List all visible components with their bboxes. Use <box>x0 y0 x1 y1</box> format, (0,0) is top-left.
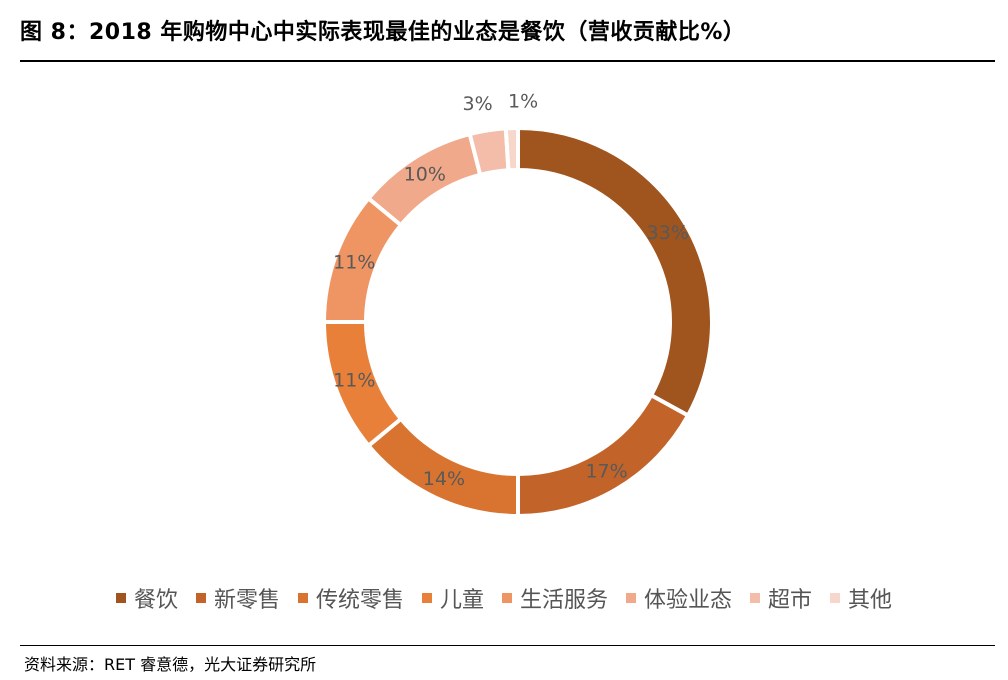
legend-label: 传统零售 <box>315 588 404 613</box>
legend-swatch <box>502 593 512 603</box>
donut-slice <box>516 392 691 519</box>
legend-label: 新零售 <box>213 588 280 613</box>
slice-label: 11% <box>333 369 375 391</box>
legend-swatch <box>830 593 841 603</box>
legend-item: 传统零售 <box>297 582 404 614</box>
legend-item: 新零售 <box>195 582 280 614</box>
legend-label: 体验业态 <box>644 588 733 613</box>
legend-swatch <box>421 593 432 603</box>
legend-item: 超市 <box>750 582 812 614</box>
slice-label: 33% <box>647 222 689 244</box>
legend-swatch <box>297 593 308 603</box>
slice-label: 3% <box>463 93 493 115</box>
legend-swatch <box>626 593 637 603</box>
legend-label: 超市 <box>768 588 813 613</box>
figure-title: 图 8：2018 年购物中心中实际表现最佳的业态是餐饮（营收贡献比%） <box>20 20 746 45</box>
donut-chart: 33% 17% 14% 11% 11% 10% 3% 1% <box>321 91 714 519</box>
donut-slice <box>516 125 714 419</box>
legend-item: 体验业态 <box>626 582 732 614</box>
legend-swatch <box>115 593 126 603</box>
legend-item: 儿童 <box>421 582 484 614</box>
donut-slices <box>321 125 714 519</box>
top-divider <box>20 60 995 62</box>
legend-label: 其他 <box>848 588 893 613</box>
slice-label: 14% <box>423 468 465 490</box>
source-note: 资料来源：RET 睿意德，光大证券研究所 <box>24 655 317 674</box>
legend-swatch <box>195 593 206 603</box>
chart-legend: 餐饮 新零售 传统零售 儿童 生活服务 体验业态 超市 其他 <box>0 582 1008 614</box>
bottom-divider <box>20 645 995 646</box>
legend-item: 生活服务 <box>502 582 608 614</box>
donut-slice <box>503 125 520 173</box>
slice-label: 1% <box>508 91 538 113</box>
legend-label: 生活服务 <box>520 588 609 613</box>
legend-label: 儿童 <box>439 588 484 613</box>
slice-label: 17% <box>585 460 627 482</box>
legend-swatch <box>750 593 761 603</box>
legend-item: 餐饮 <box>115 582 178 614</box>
legend-item: 其他 <box>830 582 892 614</box>
slice-label: 10% <box>404 164 446 186</box>
legend-label: 餐饮 <box>133 588 178 613</box>
slice-label: 11% <box>333 252 375 274</box>
donut-labels: 33% 17% 14% 11% 11% 10% 3% 1% <box>333 91 689 490</box>
